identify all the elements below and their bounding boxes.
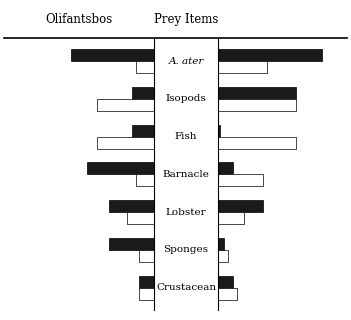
Bar <box>136 61 154 73</box>
Bar <box>218 212 244 224</box>
Bar <box>218 61 267 73</box>
Bar <box>218 276 233 288</box>
Bar <box>139 250 154 262</box>
Text: Isopods: Isopods <box>166 94 206 103</box>
Bar <box>218 124 220 137</box>
Bar <box>218 87 296 99</box>
Text: Lobster: Lobster <box>166 208 206 217</box>
Bar <box>218 288 237 300</box>
Text: Barnacle: Barnacle <box>163 170 210 179</box>
Bar <box>218 137 296 149</box>
Text: Sponges: Sponges <box>164 245 208 254</box>
Bar <box>86 162 154 174</box>
Bar <box>109 238 154 250</box>
Bar <box>218 162 233 174</box>
Bar <box>218 49 322 61</box>
Text: Prey Items: Prey Items <box>154 12 218 26</box>
Bar <box>97 137 154 149</box>
Bar <box>139 276 154 288</box>
Bar <box>218 238 224 250</box>
Text: Fish: Fish <box>175 132 197 141</box>
Text: Crustacean: Crustacean <box>156 283 216 292</box>
Bar <box>218 200 263 212</box>
Bar <box>218 250 228 262</box>
Bar <box>218 174 263 187</box>
Bar <box>136 174 154 187</box>
Bar <box>132 87 154 99</box>
Bar <box>218 99 296 111</box>
Text: Olifantsbos: Olifantsbos <box>45 12 113 26</box>
Bar <box>97 99 154 111</box>
Bar <box>109 200 154 212</box>
Bar <box>139 288 154 300</box>
Text: A. ater: A. ater <box>168 57 204 66</box>
Bar <box>72 49 154 61</box>
Bar <box>132 124 154 137</box>
Bar <box>127 212 154 224</box>
